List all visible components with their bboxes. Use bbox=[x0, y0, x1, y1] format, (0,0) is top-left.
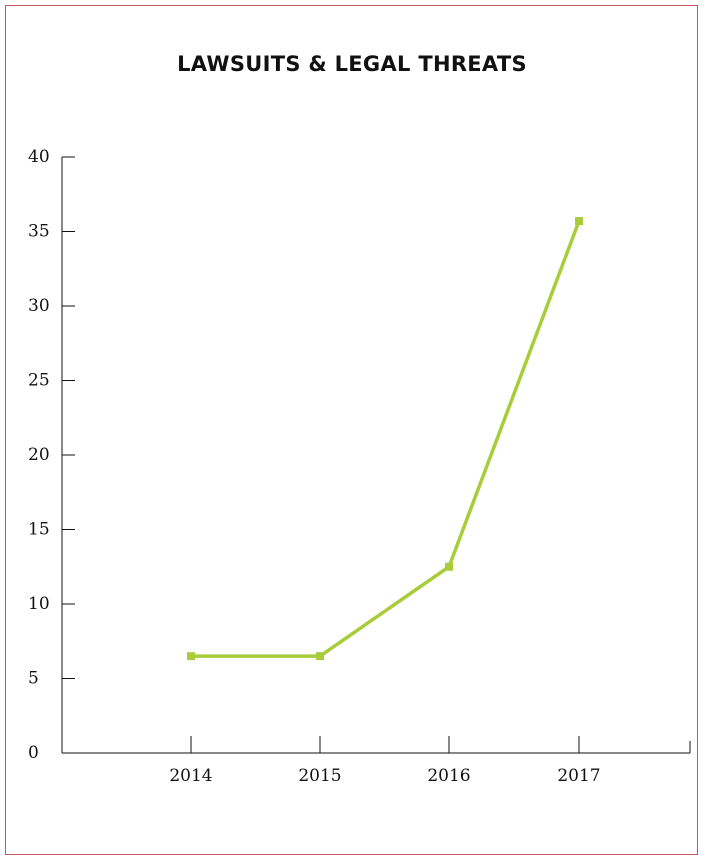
series-line bbox=[191, 220, 581, 658]
y-tick-label: 20 bbox=[28, 445, 50, 465]
y-tick-label: 15 bbox=[28, 520, 50, 540]
y-tick-label: 5 bbox=[28, 669, 39, 689]
chart-frame bbox=[5, 5, 698, 855]
axes bbox=[61, 157, 691, 754]
y-tick-label: 35 bbox=[28, 222, 50, 242]
y-tick-label: 30 bbox=[28, 296, 50, 316]
data-point bbox=[316, 652, 324, 661]
data-point bbox=[187, 652, 195, 661]
x-tick-label: 2017 bbox=[557, 766, 600, 786]
ticks: 0 5 10 15 20 25 30 35 40 2014 2015 2016 2017 bbox=[28, 147, 601, 786]
x-tick-label: 2016 bbox=[427, 766, 470, 786]
y-tick-label: 10 bbox=[28, 594, 50, 614]
y-tick-label: 0 bbox=[28, 743, 39, 763]
chart-title: LAWSUITS & LEGAL THREATS bbox=[177, 52, 527, 76]
series bbox=[187, 217, 583, 661]
x-tick-label: 2015 bbox=[298, 766, 341, 786]
y-tick-label: 40 bbox=[28, 147, 50, 167]
data-point bbox=[575, 217, 583, 226]
y-tick-label: 25 bbox=[28, 371, 50, 391]
x-tick-label: 2014 bbox=[169, 766, 212, 786]
data-point bbox=[445, 562, 453, 571]
